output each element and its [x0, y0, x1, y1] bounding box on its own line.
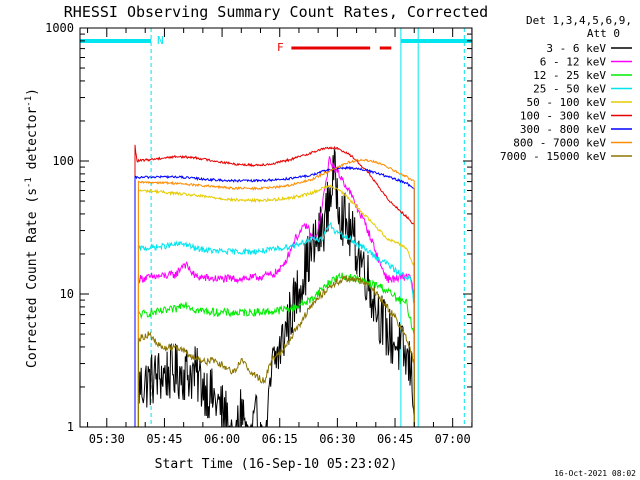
flare-label: F — [277, 41, 284, 54]
y-axis-label-sup1: -1 — [24, 177, 34, 188]
legend-label: 800 - 7000 keV — [513, 137, 606, 150]
axes-layer: 1 10 100 1000 05:30 05:45 06:00 06:15 06:30 06:45… — [45, 21, 473, 446]
series-line-9 — [137, 275, 415, 428]
x-tick-label: 05:30 — [89, 432, 125, 446]
annotation-layer — [80, 28, 472, 427]
series-line-5 — [137, 184, 415, 428]
legend-label: 50 - 100 keV — [527, 96, 607, 109]
series-line-1 — [137, 149, 415, 428]
legend-label: 300 - 800 keV — [520, 123, 606, 136]
y-tick-label: 10 — [60, 287, 74, 301]
x-tick-label: 05:45 — [146, 432, 182, 446]
series-layer — [134, 144, 415, 428]
series-line-7 — [134, 165, 415, 428]
x-tick-label: 07:00 — [435, 432, 471, 446]
y-axis-label: Corrected Count Rate (s-1 detector-1) — [24, 88, 40, 368]
y-tick-label: 1 — [67, 420, 74, 434]
y-axis-label-sup2: -1 — [24, 96, 34, 107]
series-line-6 — [134, 144, 415, 428]
y-axis-label-end: ) — [25, 88, 40, 96]
series-line-4 — [137, 221, 415, 428]
y-tick-label: 100 — [52, 154, 74, 168]
y-axis-label-mid: detector — [25, 107, 40, 178]
legend-header-1: Det 1,3,4,5,6,9, — [526, 14, 632, 27]
series-line-3 — [137, 272, 415, 428]
footer-timestamp: 16-Oct-2021 08:02 — [554, 469, 636, 478]
y-tick-label: 1000 — [45, 21, 74, 35]
x-tick-label: 06:15 — [262, 432, 298, 446]
legend-label: 100 - 300 keV — [520, 110, 606, 123]
series-line-8 — [137, 158, 415, 428]
legend-label: 25 - 50 keV — [533, 83, 606, 96]
legend-label: 3 - 6 keV — [546, 42, 606, 55]
night-label: N — [157, 34, 164, 47]
plot-frame — [79, 27, 473, 428]
chart-title: RHESSI Observing Summary Count Rates, Co… — [64, 3, 488, 21]
legend-label: 6 - 12 keV — [540, 56, 607, 69]
x-axis-label: Start Time (16-Sep-10 05:23:02) — [155, 457, 398, 472]
series-line-2 — [137, 156, 415, 428]
x-tick-label: 06:30 — [319, 432, 355, 446]
legend-label: 12 - 25 keV — [533, 69, 606, 82]
y-axis-label-main: Corrected Count Rate (s — [25, 188, 40, 368]
legend-label: 7000 - 15000 keV — [500, 150, 606, 163]
x-tick-label: 06:45 — [377, 432, 413, 446]
x-tick-label: 06:00 — [204, 432, 240, 446]
legend-header-2: Att 0 — [587, 27, 620, 40]
